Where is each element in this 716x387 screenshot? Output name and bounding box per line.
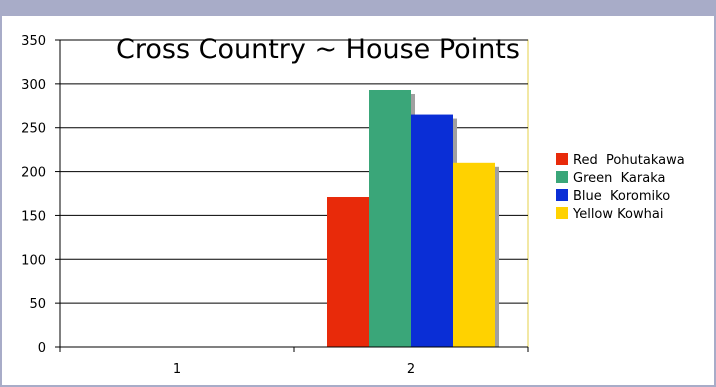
chart-title: Cross Country ~ House Points	[116, 34, 520, 65]
y-tick-label: 200	[21, 166, 46, 181]
y-tick-label: 50	[29, 297, 46, 312]
bar	[369, 89, 411, 348]
bar	[453, 162, 495, 347]
bar	[327, 197, 369, 347]
legend-swatch	[556, 153, 568, 165]
y-tick-label: 250	[21, 122, 46, 137]
legend-label: Red Pohutakawa	[573, 153, 685, 168]
bars	[327, 89, 495, 348]
legend-label: Blue Koromiko	[573, 189, 670, 204]
bar-shadow	[495, 166, 499, 347]
y-tick-label: 300	[21, 78, 46, 93]
bar	[411, 114, 453, 347]
legend-swatch	[556, 207, 568, 219]
legend-label: Yellow Kowhai	[572, 207, 663, 222]
axes: 0 50 100 150 200 250 300 350 1 2	[21, 34, 529, 377]
y-tick-label: 150	[21, 209, 46, 224]
x-tick-label: 1	[173, 362, 181, 377]
y-tick-label: 350	[21, 34, 46, 49]
legend-swatch	[556, 171, 568, 183]
x-tick-label: 2	[407, 362, 415, 377]
legend: Red Pohutakawa Green Karaka Blue Koromiko Y…	[556, 153, 685, 222]
y-tick-label: 0	[38, 341, 46, 356]
legend-swatch	[556, 189, 568, 201]
legend-label: Green Karaka	[573, 171, 665, 186]
y-tick-label: 100	[21, 253, 46, 268]
